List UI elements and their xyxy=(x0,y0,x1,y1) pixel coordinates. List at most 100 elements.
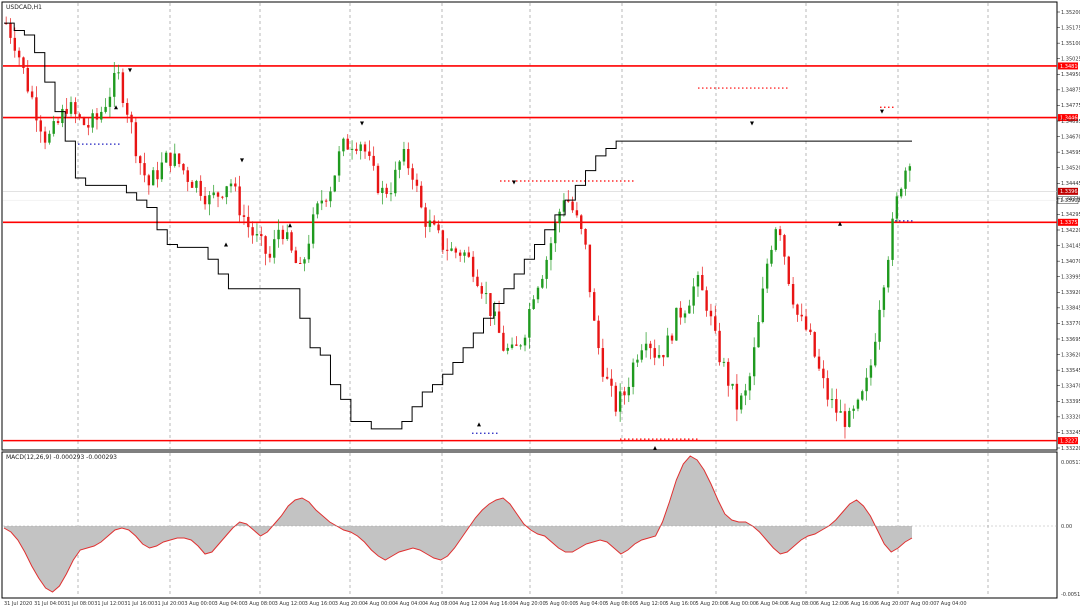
candle-body xyxy=(359,144,362,151)
candle-body xyxy=(839,411,842,413)
candle-body xyxy=(826,378,829,400)
candle-body xyxy=(463,252,466,256)
candle-body xyxy=(869,365,873,378)
candle-body xyxy=(104,106,107,112)
candle-body xyxy=(242,215,246,217)
candle-body xyxy=(731,383,734,386)
candle-body xyxy=(904,170,907,189)
candle-body xyxy=(670,335,674,341)
indicator-panel-frame[interactable] xyxy=(1,451,1058,599)
macd-axis-label: 0.005172 xyxy=(1061,460,1080,466)
time-tick-label: 4 Aug 00:00 xyxy=(365,601,396,607)
price-tick-label: 1.33320 xyxy=(1061,415,1080,421)
time-tick-label: 3 Aug 12:00 xyxy=(275,601,306,607)
time-tick-label: 6 Aug 20:00 xyxy=(876,601,907,607)
fractal-down-arrow xyxy=(128,68,132,73)
candle-body xyxy=(143,163,146,176)
candle-body xyxy=(199,180,202,196)
candle-body xyxy=(13,37,17,51)
candle-body xyxy=(203,195,207,205)
vertical-grid xyxy=(77,3,989,597)
candle-body xyxy=(515,344,518,346)
candle-body xyxy=(441,230,445,250)
bid-price-label: 1.33902 xyxy=(1060,198,1080,204)
candle-body xyxy=(497,311,501,333)
candle-body xyxy=(450,248,453,251)
candle-body xyxy=(130,114,133,123)
candle-body xyxy=(584,229,587,245)
candle-body xyxy=(424,207,427,227)
candle-body xyxy=(636,359,639,363)
candle-body xyxy=(48,133,51,143)
candle-body xyxy=(65,108,68,114)
level-price-label: 1.34810 xyxy=(1060,64,1080,70)
candle-body xyxy=(532,299,535,309)
price-tick-label: 1.34520 xyxy=(1061,166,1080,172)
fractal-down-arrow xyxy=(360,121,364,126)
candle-body xyxy=(363,144,367,152)
candle-body xyxy=(100,111,103,120)
candle-body xyxy=(714,316,717,331)
candle-body xyxy=(727,361,730,386)
candle-body xyxy=(765,263,769,289)
candle-body xyxy=(627,386,630,396)
time-tick-label: 31 Jul 08:00 xyxy=(64,601,94,607)
time-tick-label: 3 Aug 00:00 xyxy=(184,601,215,607)
level-price-tag xyxy=(1058,218,1078,226)
candle-body xyxy=(247,216,250,228)
candle-body xyxy=(134,122,138,157)
candle-body xyxy=(688,305,691,314)
candle-body xyxy=(696,275,700,287)
time-tick-label: 4 Aug 20:00 xyxy=(515,601,546,607)
candle-body xyxy=(368,151,371,156)
candle-body xyxy=(264,236,267,254)
candle-body xyxy=(286,232,289,240)
price-axis: 1.35200 1.35175 1.35100 1.35025 1.34950 1.348… xyxy=(1057,10,1080,598)
candle-body xyxy=(554,223,557,244)
time-tick-label: 5 Aug 20:00 xyxy=(695,601,726,607)
time-tick-label: 6 Aug 08:00 xyxy=(786,601,817,607)
candle-body xyxy=(510,344,514,348)
candle-body xyxy=(402,149,406,162)
candle-body xyxy=(433,220,436,225)
candle-body xyxy=(809,329,812,333)
candle-body xyxy=(281,229,285,240)
candle-body xyxy=(216,192,220,197)
time-tick-label: 31 Jul 12:00 xyxy=(94,601,124,607)
candle-body xyxy=(471,256,475,277)
candle-body xyxy=(891,218,894,260)
candle-body xyxy=(234,183,237,187)
candle-body xyxy=(420,185,423,208)
time-tick-label: 3 Aug 16:00 xyxy=(305,601,336,607)
candle-body xyxy=(649,343,652,349)
current-price-label: 1.33965 xyxy=(1060,189,1080,195)
candle-body xyxy=(822,368,825,379)
candle-body xyxy=(35,97,38,121)
candle-body xyxy=(800,314,803,317)
candle-body xyxy=(173,153,176,166)
candle-body xyxy=(519,345,522,347)
candle-body xyxy=(874,341,877,366)
candle-body xyxy=(186,170,189,182)
candle-body xyxy=(480,286,483,294)
candle-body xyxy=(653,348,656,358)
candle-body xyxy=(640,350,643,360)
candle-body xyxy=(467,252,471,257)
candle-body xyxy=(238,186,241,216)
time-tick-label: 6 Aug 12:00 xyxy=(816,601,847,607)
candle-body xyxy=(787,256,790,285)
time-tick-label: 3 Aug 20:00 xyxy=(335,601,366,607)
fractal-dots xyxy=(78,87,915,440)
candle-body xyxy=(428,220,432,227)
price-panel-frame[interactable] xyxy=(1,1,1058,451)
candle-body xyxy=(692,286,695,306)
candle-body xyxy=(61,108,64,124)
candle-body xyxy=(644,343,648,351)
candle-body xyxy=(229,183,233,187)
candle-body xyxy=(268,253,272,258)
price-tick-label: 1.35025 xyxy=(1061,57,1080,63)
candle-body xyxy=(82,117,86,125)
candle-body xyxy=(528,308,531,338)
candle-body xyxy=(225,186,228,198)
